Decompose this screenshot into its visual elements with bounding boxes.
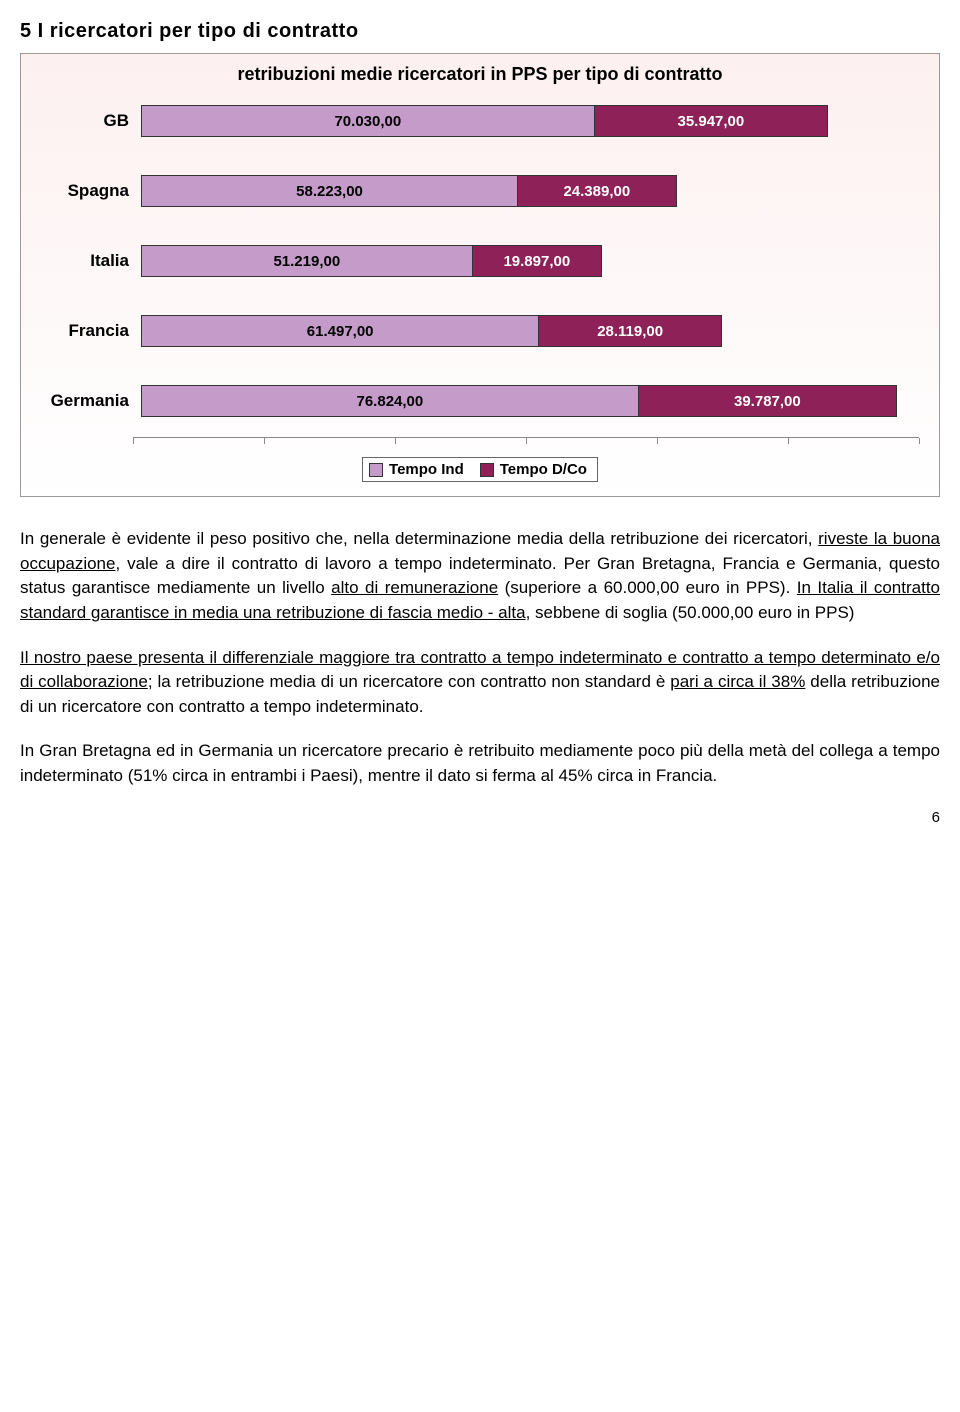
axis-tick — [264, 438, 265, 444]
legend-item: Tempo D/Co — [474, 458, 597, 481]
category-label: Italia — [41, 251, 141, 271]
text: , sebbene di soglia (50.000,00 euro in P… — [526, 603, 855, 622]
bar-track: 61.497,0028.119,00 — [141, 315, 919, 347]
bar-row: Francia61.497,0028.119,00 — [41, 315, 919, 347]
bar-segment: 28.119,00 — [539, 316, 721, 346]
category-label: Francia — [41, 321, 141, 341]
page-number: 6 — [20, 809, 940, 826]
category-label: GB — [41, 111, 141, 131]
bar-track: 58.223,0024.389,00 — [141, 175, 919, 207]
chart-title: retribuzioni medie ricercatori in PPS pe… — [21, 54, 939, 105]
axis-tick — [788, 438, 789, 444]
legend-item: Tempo Ind — [363, 458, 474, 481]
text-underline: alto di remunerazione — [331, 578, 498, 597]
bar-segment: 51.219,00 — [142, 246, 473, 276]
body-text: In generale è evidente il peso positivo … — [20, 527, 940, 789]
bar-row: GB70.030,0035.947,00 — [41, 105, 919, 137]
bar-row: Germania76.824,0039.787,00 — [41, 385, 919, 417]
bar-row: Spagna58.223,0024.389,00 — [41, 175, 919, 207]
bar-segment: 39.787,00 — [639, 386, 896, 416]
bar-stack: 70.030,0035.947,00 — [141, 105, 828, 137]
bar-segment: 76.824,00 — [142, 386, 639, 416]
bar-stack: 51.219,0019.897,00 — [141, 245, 602, 277]
legend-swatch — [480, 463, 494, 477]
bar-stack: 61.497,0028.119,00 — [141, 315, 722, 347]
bar-segment: 61.497,00 — [142, 316, 539, 346]
axis-tick — [657, 438, 658, 444]
text: (superiore a 60.000,00 euro in PPS). — [498, 578, 797, 597]
bar-segment: 19.897,00 — [473, 246, 601, 276]
paragraph-3: In Gran Bretagna ed in Germania un ricer… — [20, 739, 940, 788]
chart-container: retribuzioni medie ricercatori in PPS pe… — [20, 53, 940, 497]
axis-tick — [133, 438, 134, 444]
category-label: Spagna — [41, 181, 141, 201]
bar-segment: 58.223,00 — [142, 176, 518, 206]
section-title: 5 I ricercatori per tipo di contratto — [20, 20, 940, 43]
bar-segment: 70.030,00 — [142, 106, 595, 136]
paragraph-2: Il nostro paese presenta il differenzial… — [20, 646, 940, 720]
bar-stack: 76.824,0039.787,00 — [141, 385, 897, 417]
bar-row: Italia51.219,0019.897,00 — [41, 245, 919, 277]
x-axis — [133, 437, 919, 447]
legend-label: Tempo D/Co — [500, 461, 587, 478]
bar-track: 76.824,0039.787,00 — [141, 385, 919, 417]
text: In generale è evidente il peso positivo … — [20, 529, 818, 548]
chart-plot: GB70.030,0035.947,00 Spagna58.223,0024.38… — [21, 105, 939, 437]
axis-tick — [395, 438, 396, 444]
bar-track: 51.219,0019.897,00 — [141, 245, 919, 277]
axis-tick — [919, 438, 920, 444]
text: ; la retribuzione media di un ricercator… — [148, 672, 670, 691]
chart-legend: Tempo Ind Tempo D/Co — [21, 447, 939, 496]
axis-tick — [526, 438, 527, 444]
paragraph-1: In generale è evidente il peso positivo … — [20, 527, 940, 626]
legend-label: Tempo Ind — [389, 461, 464, 478]
bar-segment: 24.389,00 — [518, 176, 676, 206]
bar-track: 70.030,0035.947,00 — [141, 105, 919, 137]
text-underline: pari a circa il 38% — [670, 672, 805, 691]
bar-segment: 35.947,00 — [595, 106, 827, 136]
legend-swatch — [369, 463, 383, 477]
category-label: Germania — [41, 391, 141, 411]
bar-stack: 58.223,0024.389,00 — [141, 175, 677, 207]
